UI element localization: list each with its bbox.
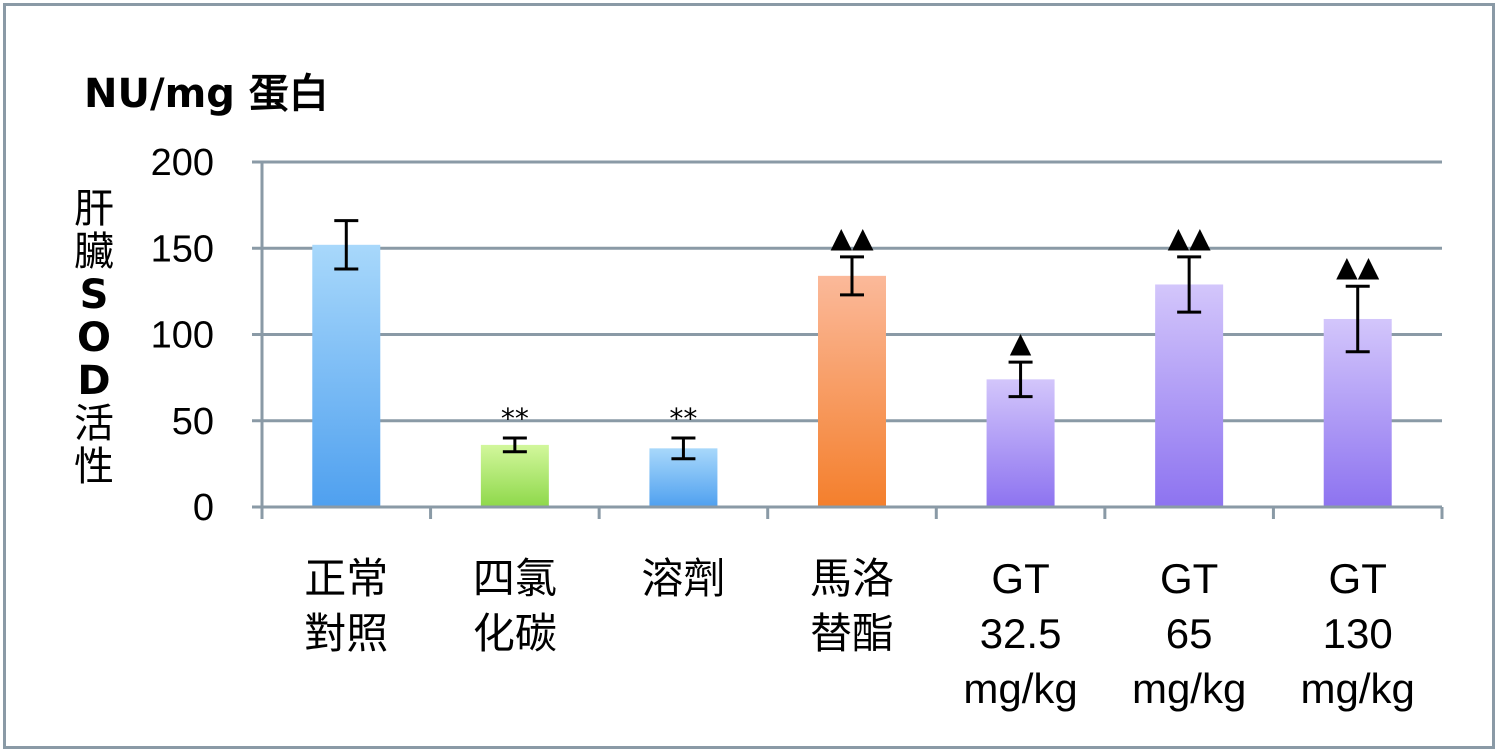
category-label: 溶劑 bbox=[641, 555, 725, 602]
chart-frame bbox=[3, 3, 1495, 749]
error-bar bbox=[334, 219, 359, 271]
y-axis-label-char: 性 bbox=[74, 444, 114, 490]
category-label: mg/kg bbox=[1132, 665, 1246, 712]
category-label: mg/kg bbox=[963, 665, 1077, 712]
y-axis-label-char: O bbox=[77, 315, 111, 361]
category-label: 65 bbox=[1166, 610, 1213, 657]
significance-mark: ▲▲ bbox=[1336, 250, 1380, 283]
category-label: 馬洛 bbox=[810, 555, 894, 602]
y-axis-label-char: D bbox=[77, 358, 110, 404]
error-bar bbox=[671, 436, 696, 461]
significance-mark: ** bbox=[501, 402, 529, 435]
error-bars bbox=[334, 219, 1370, 461]
bar bbox=[1155, 284, 1224, 507]
bar bbox=[312, 244, 381, 508]
error-bar bbox=[502, 436, 527, 454]
category-label: GT bbox=[1329, 555, 1387, 602]
unit-label: NU/mg 蛋白 bbox=[84, 71, 329, 117]
y-axis-label-char: 臟 bbox=[74, 229, 114, 275]
category-label: 32.5 bbox=[980, 610, 1062, 657]
significance-mark: ▲▲ bbox=[1168, 221, 1212, 254]
category-label: 正常 bbox=[304, 555, 388, 602]
bar bbox=[818, 275, 886, 507]
error-bar bbox=[1177, 255, 1202, 314]
gridlines bbox=[252, 160, 1442, 509]
category-label: 130 bbox=[1323, 610, 1393, 657]
y-tick-label: 150 bbox=[151, 228, 214, 270]
y-axis-label-char: S bbox=[80, 272, 109, 318]
category-label: 對照 bbox=[304, 610, 388, 657]
x-axis bbox=[260, 505, 1444, 519]
category-label: 四氯 bbox=[473, 555, 557, 602]
category-label: GT bbox=[991, 555, 1049, 602]
significance-mark: ** bbox=[669, 402, 697, 435]
significance-mark: ▲ bbox=[1010, 326, 1032, 359]
category-label: 化碳 bbox=[473, 610, 557, 657]
y-axis-label-char: 肝 bbox=[74, 186, 114, 232]
category-label: GT bbox=[1160, 555, 1218, 602]
error-bar bbox=[1345, 284, 1370, 354]
significance-mark: ▲▲ bbox=[830, 221, 874, 254]
error-bar bbox=[840, 255, 864, 297]
significance-marks: ** **▲▲▲▲▲▲▲ bbox=[501, 221, 1380, 435]
bar bbox=[480, 444, 549, 507]
bar bbox=[986, 379, 1055, 507]
y-tick-label: 50 bbox=[172, 401, 214, 443]
y-tick-label: 0 bbox=[193, 487, 214, 529]
y-axis-label-char: 活 bbox=[74, 401, 114, 447]
y-tick-label: 200 bbox=[151, 142, 214, 184]
y-tick-label: 100 bbox=[151, 315, 214, 357]
error-bar bbox=[1008, 360, 1033, 399]
category-label: mg/kg bbox=[1301, 665, 1415, 712]
y-tick-labels: 0 50 100 150 200 bbox=[151, 142, 214, 529]
category-label: 替酯 bbox=[810, 610, 894, 657]
